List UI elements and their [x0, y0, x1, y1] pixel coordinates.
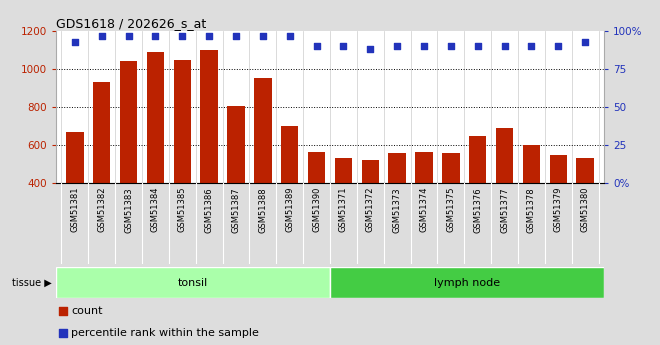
- Text: GSM51373: GSM51373: [393, 187, 402, 233]
- Point: [284, 33, 295, 38]
- Text: GSM51380: GSM51380: [581, 187, 589, 233]
- Bar: [227, 106, 245, 259]
- Text: GSM51379: GSM51379: [554, 187, 563, 233]
- Bar: [388, 154, 406, 259]
- Text: GSM51385: GSM51385: [178, 187, 187, 233]
- Text: GSM51372: GSM51372: [366, 187, 375, 233]
- Bar: [415, 152, 433, 259]
- Text: GSM51383: GSM51383: [124, 187, 133, 233]
- Bar: [523, 145, 540, 259]
- Point: [204, 33, 214, 38]
- Point: [150, 33, 161, 38]
- Bar: [576, 158, 594, 259]
- Text: tonsil: tonsil: [178, 278, 208, 288]
- Text: lymph node: lymph node: [434, 278, 500, 288]
- Text: GSM51381: GSM51381: [71, 187, 79, 233]
- Point: [312, 43, 322, 49]
- Bar: [550, 155, 567, 259]
- Text: GSM51386: GSM51386: [205, 187, 214, 233]
- Bar: [66, 132, 84, 259]
- Bar: [469, 136, 486, 259]
- Text: GSM51375: GSM51375: [446, 187, 455, 233]
- Bar: [174, 59, 191, 259]
- Text: GSM51387: GSM51387: [232, 187, 240, 233]
- Point: [177, 33, 187, 38]
- Bar: [120, 61, 137, 259]
- Text: GSM51384: GSM51384: [151, 187, 160, 233]
- Text: GSM51388: GSM51388: [258, 187, 267, 233]
- Text: tissue ▶: tissue ▶: [12, 278, 51, 288]
- Bar: [93, 82, 110, 259]
- Point: [338, 43, 348, 49]
- Text: GSM51376: GSM51376: [473, 187, 482, 233]
- Point: [392, 43, 403, 49]
- Text: GDS1618 / 202626_s_at: GDS1618 / 202626_s_at: [56, 17, 207, 30]
- Point: [257, 33, 268, 38]
- Point: [365, 47, 376, 52]
- Point: [385, 24, 395, 30]
- Point: [69, 39, 80, 45]
- Bar: [335, 158, 352, 259]
- Bar: [147, 52, 164, 259]
- Bar: [308, 152, 325, 259]
- Bar: [254, 79, 272, 259]
- Bar: [442, 154, 459, 259]
- Bar: [362, 160, 379, 259]
- Text: GSM51378: GSM51378: [527, 187, 536, 233]
- Bar: [281, 126, 298, 259]
- Point: [553, 43, 564, 49]
- Point: [499, 43, 510, 49]
- Text: GSM51377: GSM51377: [500, 187, 509, 233]
- Text: count: count: [71, 306, 103, 316]
- Point: [123, 33, 134, 38]
- Point: [446, 43, 456, 49]
- Bar: [330, 267, 604, 298]
- Bar: [496, 128, 513, 259]
- Text: percentile rank within the sample: percentile rank within the sample: [71, 328, 259, 338]
- Point: [385, 228, 395, 234]
- Text: GSM51374: GSM51374: [420, 187, 428, 233]
- Bar: [201, 50, 218, 259]
- Text: GSM51390: GSM51390: [312, 187, 321, 232]
- Point: [526, 43, 537, 49]
- Text: GSM51371: GSM51371: [339, 187, 348, 233]
- Text: GSM51382: GSM51382: [97, 187, 106, 233]
- Point: [96, 33, 107, 38]
- Point: [580, 39, 591, 45]
- Bar: [56, 267, 330, 298]
- Text: GSM51389: GSM51389: [285, 187, 294, 233]
- Point: [231, 33, 242, 38]
- Point: [418, 43, 429, 49]
- Point: [473, 43, 483, 49]
